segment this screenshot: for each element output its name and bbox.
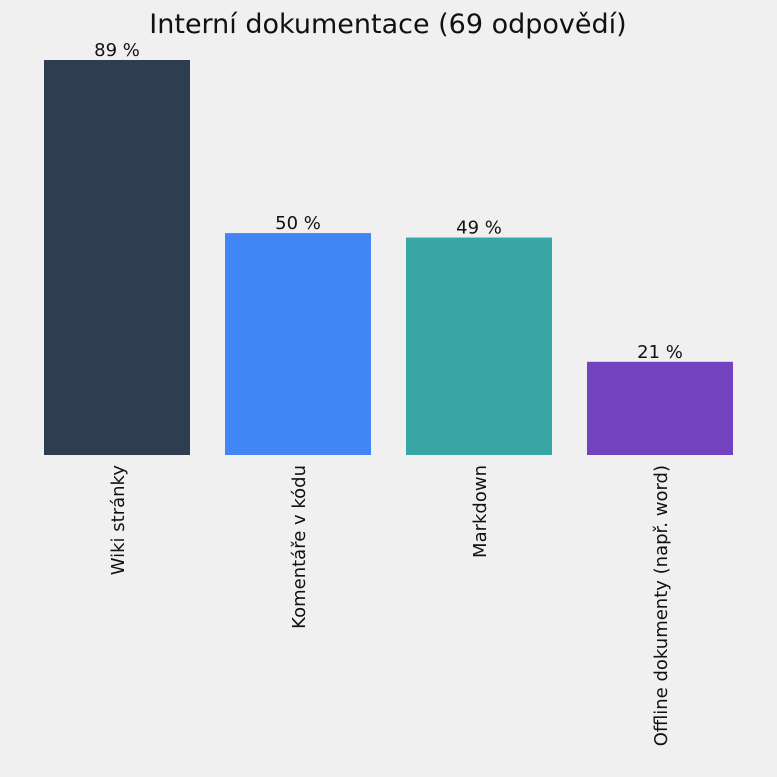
category-labels-group: Wiki stránky Komentáře v kódu Markdown Offl… [108,465,672,747]
bar-1 [44,60,190,455]
value-labels-group: 89 % 50 % 49 % 21 % [94,40,683,363]
category-label-3: Markdown [470,465,491,558]
value-label-3: 49 % [456,218,502,239]
bar-2 [225,233,371,455]
value-label-2: 50 % [275,213,321,234]
bar-3 [406,237,552,455]
category-label-1: Wiki stránky [108,465,129,576]
category-label-2: Komentáře v kódu [289,465,310,629]
chart-title: Interní dokumentace (69 odpovědí) [149,9,626,40]
value-label-4: 21 % [637,342,683,363]
value-label-1: 89 % [94,40,140,61]
bar-4 [587,361,733,455]
bars-group [44,60,733,455]
category-label-4: Offline dokumenty (např. word) [651,465,672,746]
